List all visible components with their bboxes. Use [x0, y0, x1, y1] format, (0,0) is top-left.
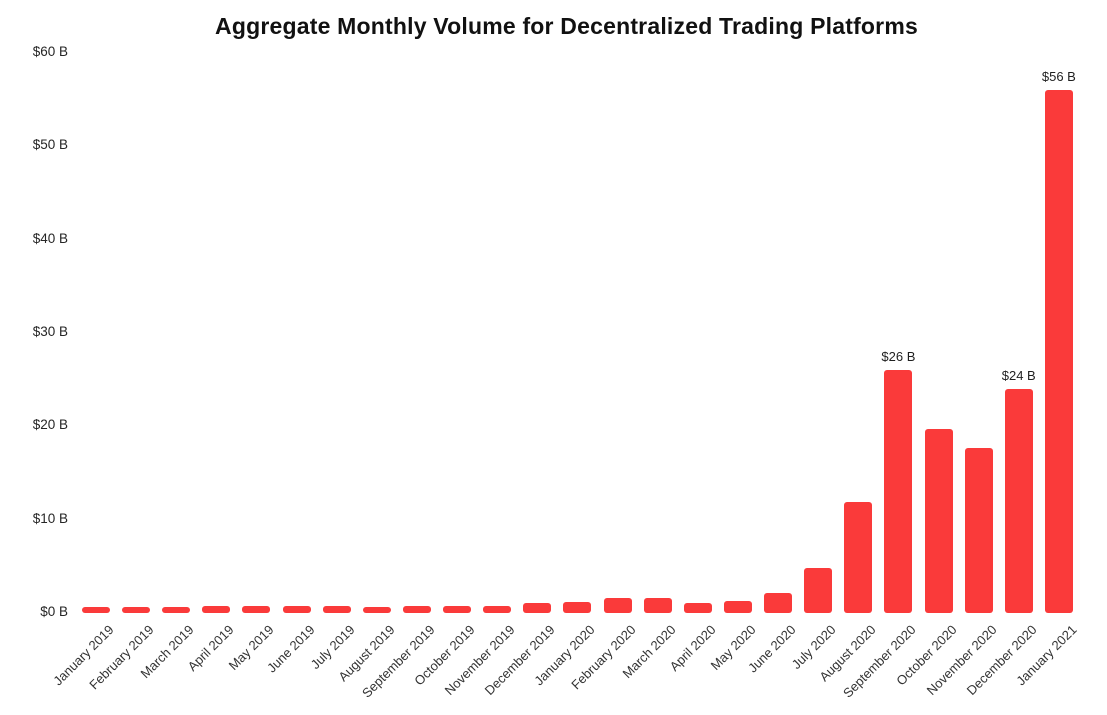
bar-october-2019: [443, 606, 472, 613]
bar-value-label-december-2020: $24 B: [1001, 368, 1036, 383]
bar-august-2020: [844, 501, 873, 613]
y-tick-label: $30 B: [32, 324, 68, 339]
bar-october-2020: [924, 429, 953, 613]
bar-may-2019: [242, 606, 271, 613]
bar-march-2019: [162, 607, 191, 613]
bar-april-2020: [683, 602, 712, 613]
bar-january-2019: [82, 607, 110, 613]
bar-march-2020: [643, 598, 672, 613]
bar-september-2019: [402, 606, 431, 613]
bar-value-label-january-2021: $56 B: [1041, 69, 1076, 85]
bar-november-2020: [964, 447, 993, 613]
bar-may-2020: [723, 600, 752, 613]
y-tick-label: $60 B: [32, 44, 68, 59]
chart-title: Aggregate Monthly Volume for Decentraliz…: [215, 13, 918, 39]
bar-december-2020: [1004, 389, 1033, 613]
bar-january-2020: [563, 601, 592, 613]
y-tick-label: $20 B: [32, 417, 68, 433]
bar-november-2019: [483, 606, 512, 613]
y-tick-label: $50 B: [32, 137, 68, 153]
bar-july-2019: [322, 605, 351, 613]
bar-january-2021: [1044, 90, 1073, 613]
bar-june-2019: [282, 606, 311, 613]
bar-june-2020: [764, 593, 793, 613]
bar-february-2019: [122, 607, 151, 613]
bar-april-2019: [202, 606, 231, 613]
y-tick-label: $40 B: [32, 230, 68, 246]
bar-august-2019: [362, 607, 391, 613]
bar-february-2020: [603, 598, 632, 613]
bar-december-2019: [523, 602, 552, 613]
y-tick-label: $10 B: [32, 510, 68, 526]
bar-value-label-september-2020: $26 B: [881, 349, 916, 365]
bar-september-2020: [884, 370, 913, 613]
bar-july-2020: [804, 568, 833, 613]
y-tick-label: $0 B: [40, 604, 68, 619]
